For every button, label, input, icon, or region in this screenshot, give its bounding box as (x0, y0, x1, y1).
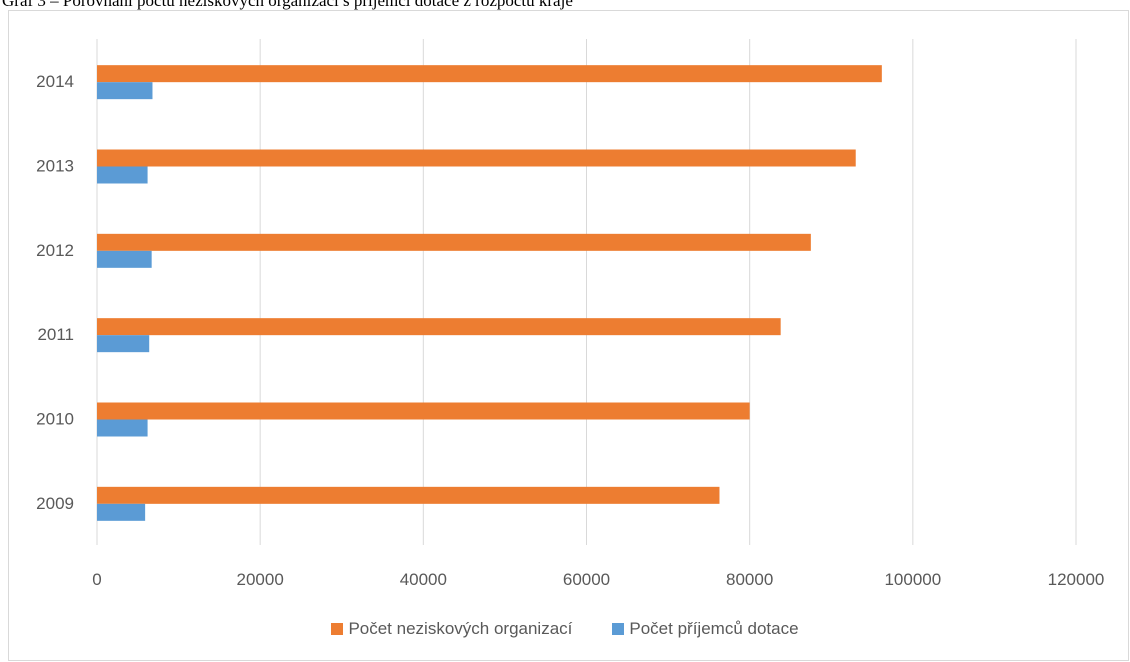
x-tick-label: 20000 (237, 570, 284, 589)
x-tick-label: 40000 (400, 570, 447, 589)
x-tick-label: 100000 (884, 570, 941, 589)
bar-recipients (97, 82, 153, 100)
legend-swatch-recipients (612, 623, 625, 635)
x-tick-label: 80000 (726, 570, 773, 589)
bar-recipients (97, 335, 150, 353)
bar-organizations (97, 318, 781, 336)
legend-item-recipients: Počet příjemců dotace (612, 619, 799, 639)
bar-recipients (97, 166, 148, 184)
y-tick-label: 2013 (36, 157, 74, 176)
bar-recipients (97, 503, 146, 521)
legend-swatch-organizations (331, 623, 344, 635)
bar-organizations (97, 402, 750, 420)
legend-label-organizations: Počet neziskových organizací (348, 619, 573, 638)
bar-recipients (97, 250, 152, 268)
bar-organizations (97, 65, 882, 83)
bar-organizations (97, 233, 811, 251)
x-tick-label: 60000 (563, 570, 610, 589)
chart-title: Graf 3 – Porovnání počtu neziskových org… (2, 0, 573, 10)
legend: Počet neziskových organizací Počet příje… (0, 619, 1130, 639)
x-tick-label: 120000 (1048, 570, 1105, 589)
x-tick-label: 0 (92, 570, 101, 589)
y-tick-label: 2011 (37, 325, 74, 344)
legend-label-recipients: Počet příjemců dotace (629, 619, 799, 638)
y-tick-label: 2012 (36, 241, 74, 260)
bar-organizations (97, 149, 856, 167)
bar-organizations (97, 486, 720, 504)
y-tick-label: 2010 (36, 410, 74, 429)
legend-item-organizations: Počet neziskových organizací (331, 619, 572, 639)
bar-recipients (97, 419, 148, 437)
y-tick-label: 2009 (36, 494, 74, 513)
y-tick-label: 2014 (36, 72, 74, 91)
chart-area (8, 10, 1129, 661)
